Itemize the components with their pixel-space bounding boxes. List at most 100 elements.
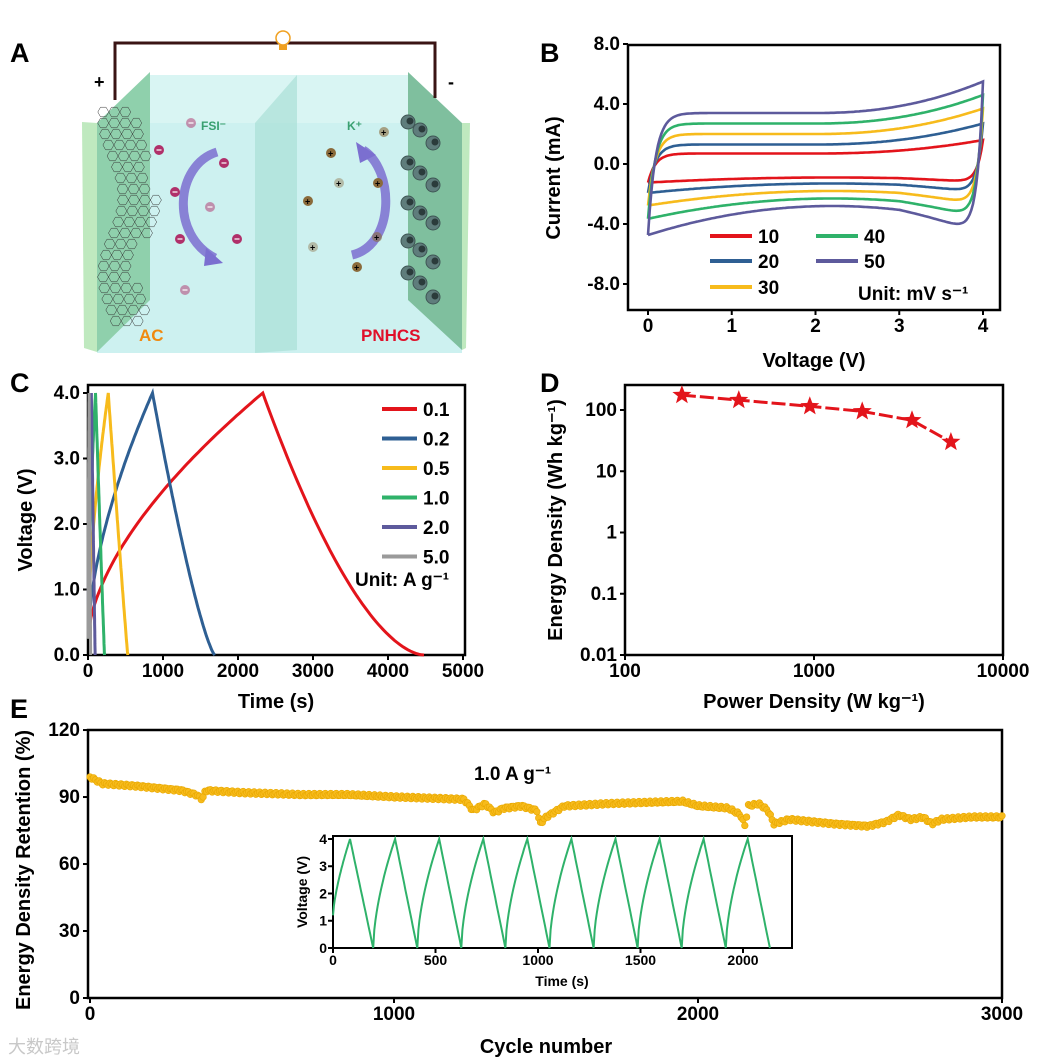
legend-label: 0.5 xyxy=(423,459,450,480)
sphere-core xyxy=(431,138,439,146)
graphene-hexagon xyxy=(102,139,115,151)
sphere-core xyxy=(418,125,426,133)
x-axis-label: Time (s) xyxy=(238,691,314,713)
graphene-hexagon xyxy=(131,282,144,294)
graphene-hexagon xyxy=(110,128,122,140)
graphene-hexagon xyxy=(134,216,146,228)
graphene-hexagon xyxy=(122,249,134,261)
graphene-hexagon xyxy=(119,106,132,118)
y-tick-label: -4.0 xyxy=(587,214,620,235)
axes-frame xyxy=(623,383,1005,657)
gcd-curve-0.5 xyxy=(86,392,130,656)
cathode-electrode xyxy=(97,72,150,352)
cation-k xyxy=(326,148,336,158)
y-tick-label: 0.0 xyxy=(594,154,620,175)
lightbulb-icon xyxy=(275,30,291,50)
x-tick-label: 2 xyxy=(810,316,821,337)
graphene-hexagon xyxy=(105,304,118,316)
legend-label: 5.0 xyxy=(423,548,449,569)
graphene-hexagon xyxy=(128,194,140,206)
graphene-hexagon xyxy=(100,249,112,261)
y-tick-label: 30 xyxy=(59,921,80,942)
graphene-hexagon xyxy=(108,271,120,283)
graphene-hexagon xyxy=(101,293,114,305)
positive-terminal: + xyxy=(94,72,105,92)
graphene-hexagon xyxy=(127,304,140,316)
y-tick-label: 0.01 xyxy=(580,645,617,666)
graphene-hexagon xyxy=(108,260,121,272)
star-marker xyxy=(672,385,692,404)
graphene-hexagon xyxy=(97,106,110,118)
x-tick-label: 5000 xyxy=(442,661,484,682)
legend-label: 1.0 xyxy=(423,489,449,510)
sphere-core xyxy=(418,208,426,216)
ac-label: AC xyxy=(139,326,164,345)
legend-label: 10 xyxy=(758,227,779,248)
x-tick-label: 1000 xyxy=(793,661,835,682)
x-tick-label: 2000 xyxy=(217,661,259,682)
legend-label: 50 xyxy=(864,252,885,273)
retention-point xyxy=(743,813,751,821)
y-tick-label: 4.0 xyxy=(594,94,620,115)
retention-point xyxy=(741,821,749,830)
separator xyxy=(255,75,297,353)
x-tick-label: 0 xyxy=(83,661,94,682)
cv-curve-50 xyxy=(646,79,985,237)
legend-label: 0.2 xyxy=(423,430,449,451)
graphene-hexagon xyxy=(136,172,149,184)
legend-label: 0.1 xyxy=(423,400,450,421)
panel-label-d: D xyxy=(540,368,560,398)
sphere-core xyxy=(431,218,439,226)
cation-k xyxy=(379,127,389,137)
graphene-hexagon xyxy=(97,260,110,272)
y-tick-label: 2.0 xyxy=(54,514,80,535)
y-tick-label: 1 xyxy=(606,523,617,544)
x-tick-label: 10000 xyxy=(977,661,1030,682)
x-axis-label: Voltage (V) xyxy=(763,350,866,372)
anode-edge xyxy=(462,123,470,350)
plus-icon: + xyxy=(336,179,341,189)
y-tick-label: 60 xyxy=(59,854,80,875)
y-tick-label: 10 xyxy=(596,461,617,482)
graphene-hexagon xyxy=(128,150,141,162)
x-tick-label: 1000 xyxy=(522,952,553,968)
graphene-hexagon xyxy=(103,238,116,250)
x-tick-label: 1 xyxy=(726,316,737,337)
graphene-hexagons xyxy=(97,106,162,327)
graphene-hexagon xyxy=(116,183,129,195)
sphere-core xyxy=(431,180,439,188)
cation-label: K⁺ xyxy=(347,119,362,133)
graphene-hexagon xyxy=(97,117,109,129)
star-marker xyxy=(800,396,820,415)
y-tick-label: 2 xyxy=(319,885,327,901)
graphene-hexagon xyxy=(109,282,122,294)
graphene-hexagon xyxy=(117,194,129,206)
gcd-curve-0.1 xyxy=(86,390,425,657)
graphene-hexagon xyxy=(111,249,123,261)
plus-icon: + xyxy=(381,128,386,138)
x-tick-label: 500 xyxy=(424,952,448,968)
anion-flow-arrow xyxy=(178,147,219,263)
graphene-hexagon xyxy=(125,172,138,184)
graphene-hexagon xyxy=(148,205,161,217)
sphere-core xyxy=(418,278,426,286)
graphene-hexagon xyxy=(130,227,142,239)
graphene-hexagon xyxy=(120,282,133,294)
graphene-hexagon xyxy=(119,117,131,129)
y-axis-label: Current (mA) xyxy=(543,116,565,239)
y-tick-label: 0 xyxy=(319,940,327,956)
graphene-hexagon xyxy=(108,106,121,118)
ragone-line xyxy=(681,393,952,444)
ragone-chart: 100 1000 10000 0.01 0.1 1 10 100 Power Density (… xyxy=(545,383,1030,713)
star-marker xyxy=(941,432,961,451)
watermark: 大数跨境 xyxy=(8,1037,80,1057)
sphere-core xyxy=(406,236,414,244)
graphene-hexagon xyxy=(121,128,133,140)
x-tick-label: 100 xyxy=(609,661,641,682)
y-tick-label: 1 xyxy=(319,913,327,929)
carbon-spheres xyxy=(400,114,441,305)
current-density-annotation: 1.0 A g⁻¹ xyxy=(474,764,551,785)
legend-label: 20 xyxy=(758,252,779,273)
